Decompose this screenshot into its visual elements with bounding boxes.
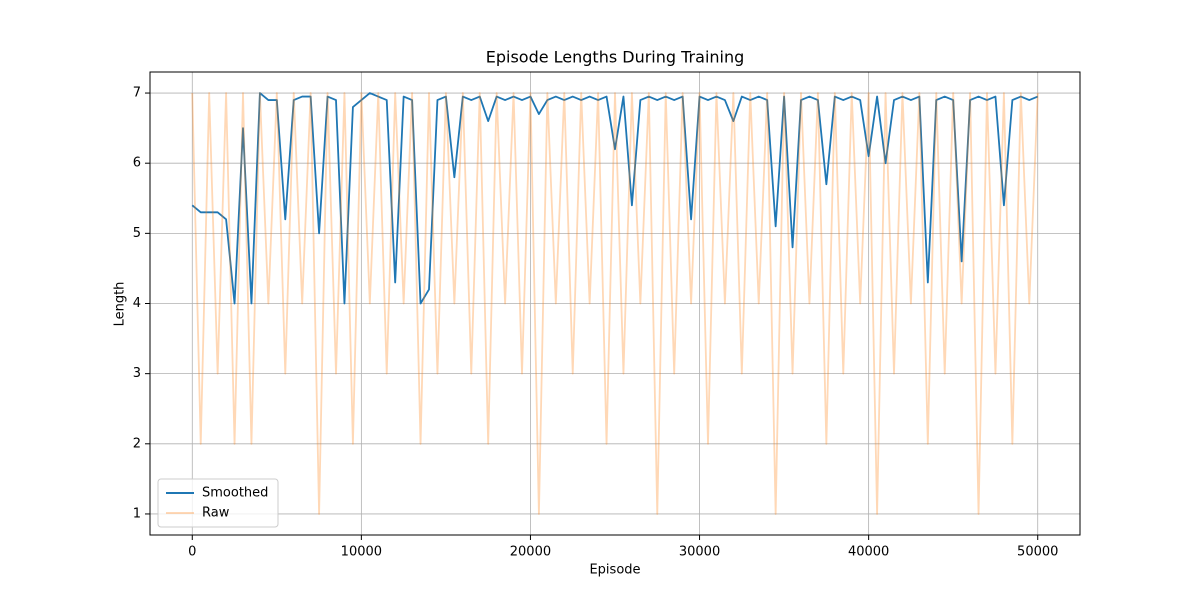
plot-frame	[149, 71, 1081, 536]
line-series	[191, 92, 1039, 515]
x-tick-label: 0	[188, 545, 196, 560]
x-tick-label: 50000	[1017, 545, 1058, 560]
x-tick-label: 40000	[848, 545, 889, 560]
x-tick-label: 20000	[510, 545, 551, 560]
y-tick-label: 1	[133, 506, 141, 521]
y-tick-label: 7	[133, 86, 141, 101]
x-axis-label: Episode	[589, 563, 640, 578]
y-tick-label: 2	[133, 436, 141, 451]
y-tick-label: 3	[133, 366, 141, 381]
y-tick-label: 5	[133, 226, 141, 241]
line-series	[191, 92, 1039, 305]
y-axis-label: Length	[113, 282, 128, 327]
legend-label: Raw	[202, 506, 230, 521]
legend-box	[157, 478, 279, 528]
y-tick-label: 6	[133, 156, 141, 171]
x-tick-label: 10000	[341, 545, 382, 560]
x-tick-label: 30000	[679, 545, 720, 560]
legend-label: Smoothed	[202, 486, 268, 501]
y-tick-label: 4	[133, 296, 141, 311]
chart-title: Episode Lengths During Training	[486, 48, 745, 67]
